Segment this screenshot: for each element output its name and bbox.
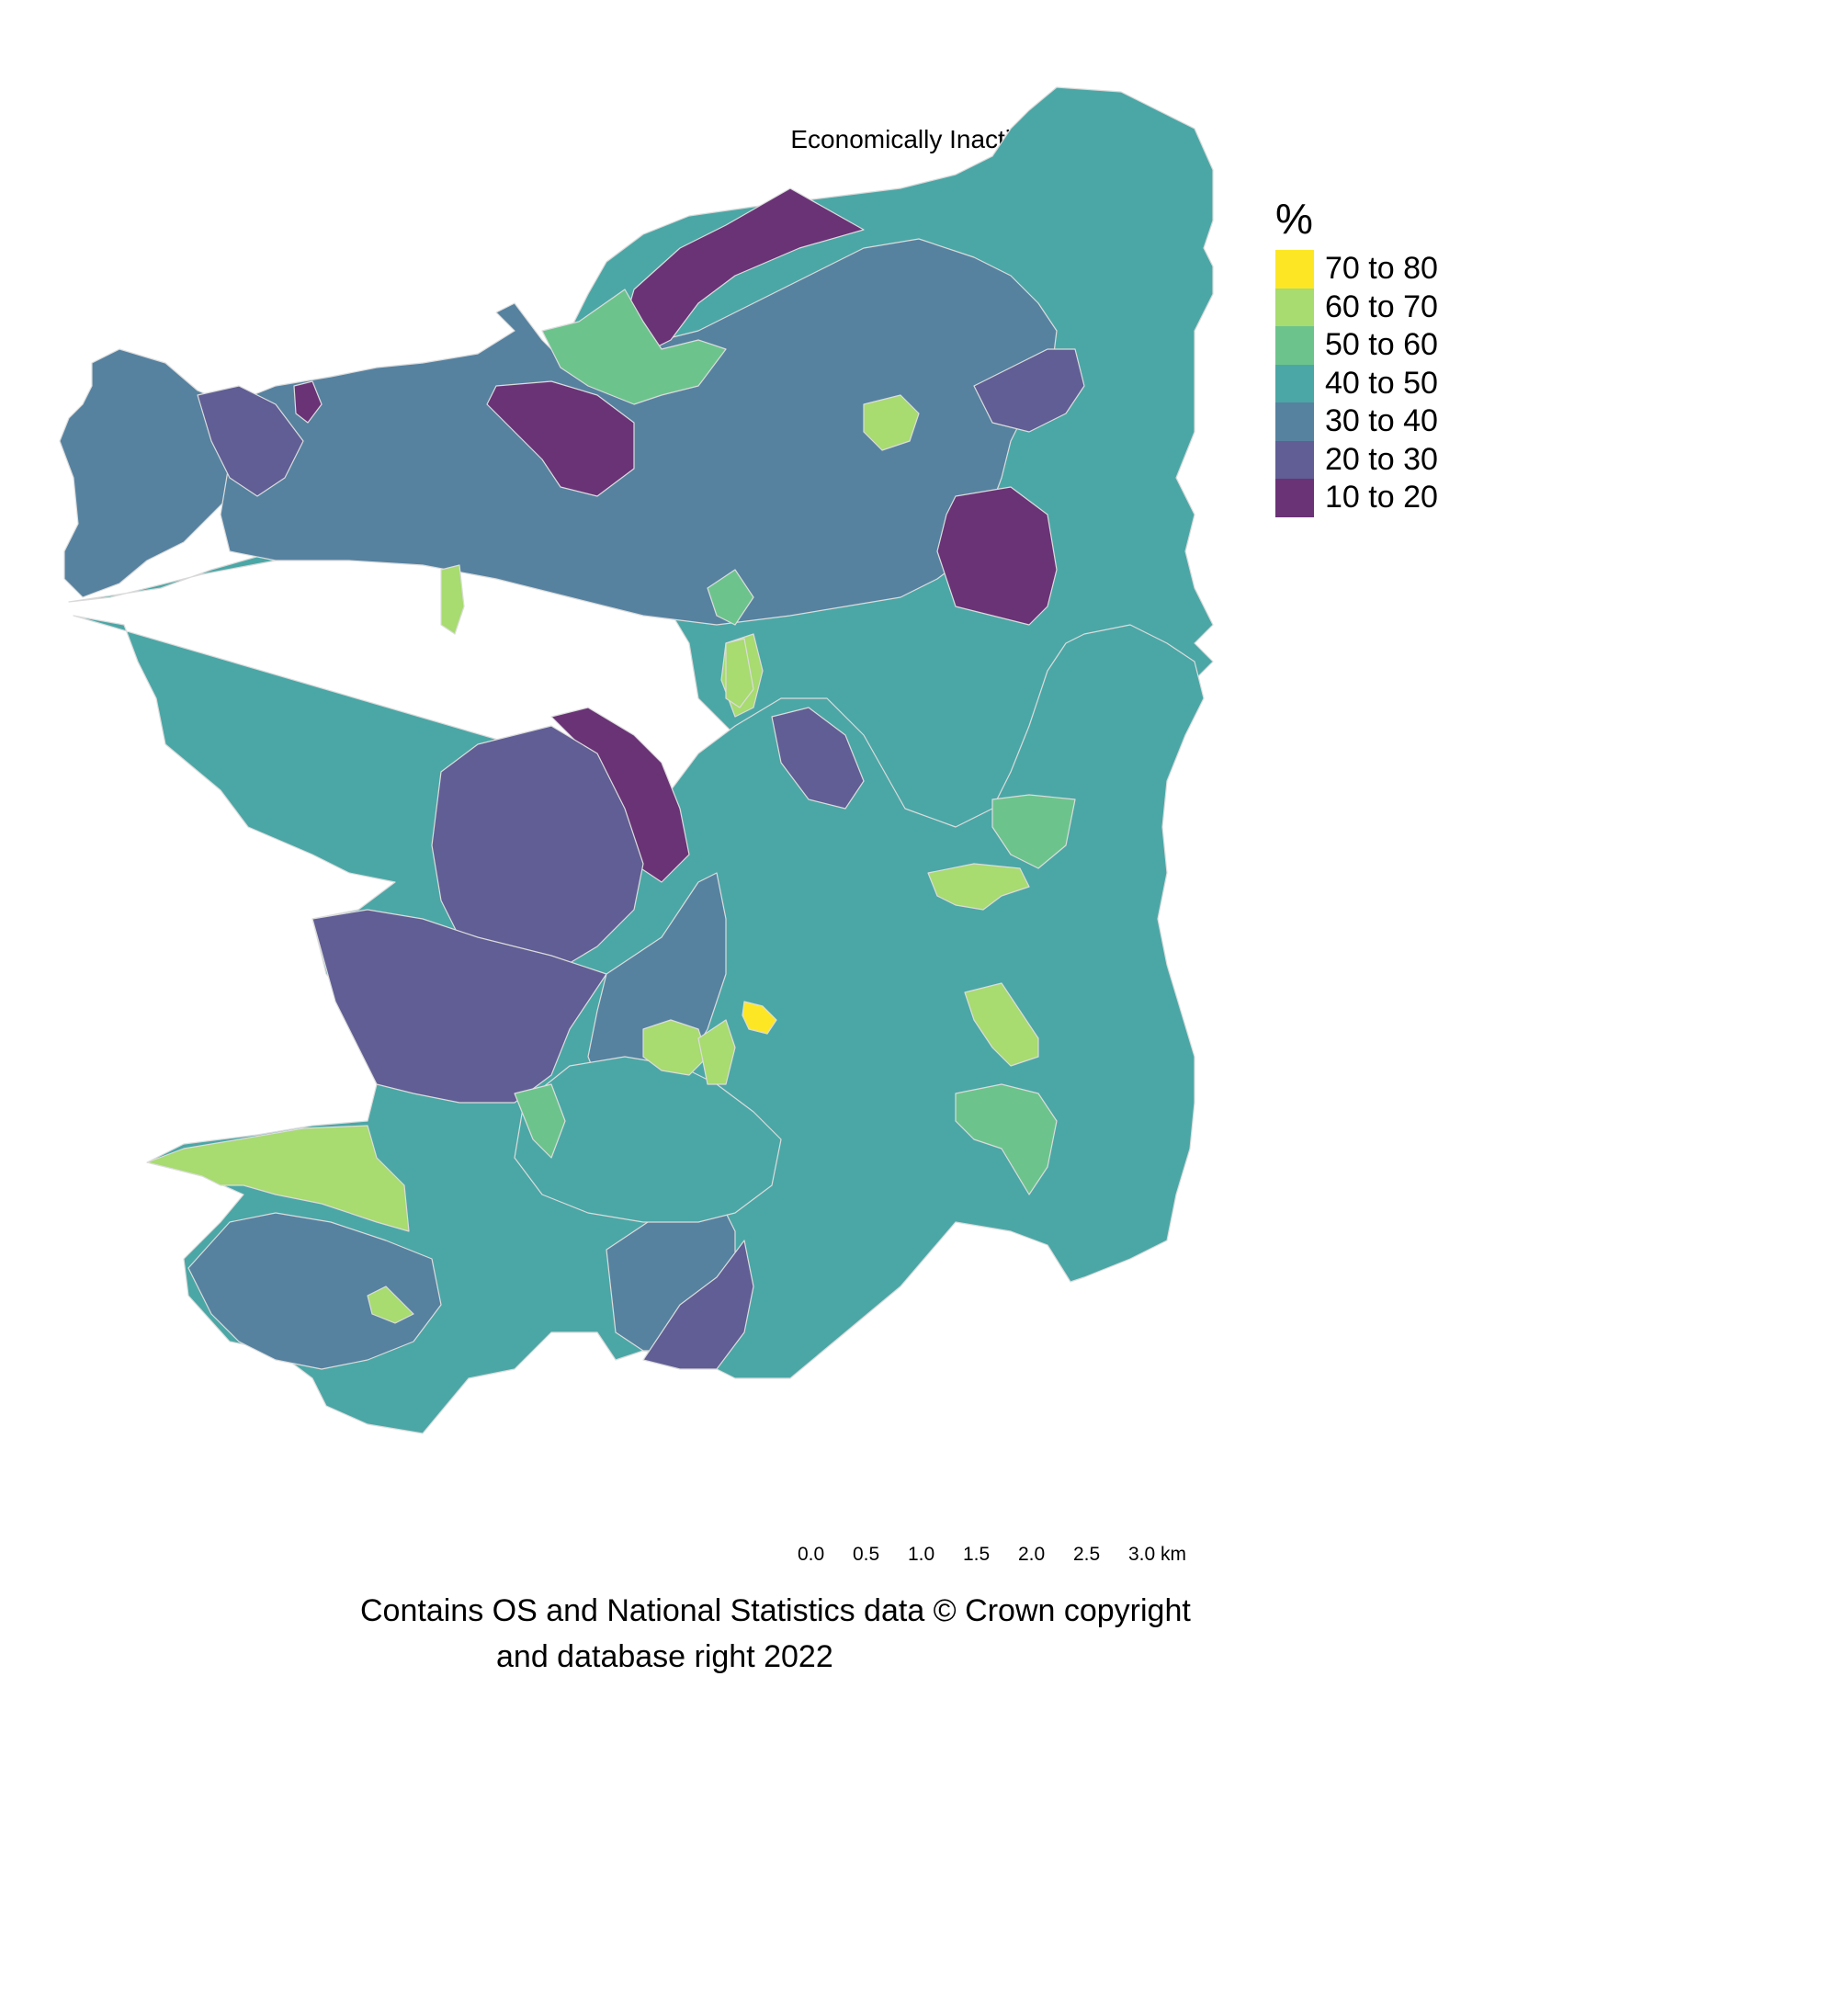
scale-bar-tick-label: 0.5 [853,1544,880,1565]
area-south-green[interactable] [367,1285,414,1324]
area-southwest-slate[interactable] [187,1212,442,1370]
area-central-green-2[interactable] [697,1019,736,1085]
area-west-purple[interactable] [431,725,644,975]
area-north-green[interactable] [541,289,727,405]
scale-bar-tick-label: 2.5 [1073,1544,1101,1565]
legend-item: 20 to 30 [1275,440,1438,479]
legend-swatch [1275,250,1314,289]
legend-item: 40 to 50 [1275,364,1438,402]
legend-title: % [1275,195,1313,243]
scale-bar-tick-label: 1.0 [908,1544,935,1565]
area-top-purple-2[interactable] [486,380,635,497]
area-southeast-green-2[interactable] [955,1083,1058,1195]
legend-label: 50 to 60 [1325,327,1438,363]
area-north-central[interactable] [220,238,1058,626]
scale-bar-tick-label: 1.5 [963,1544,991,1565]
legend-item: 30 to 40 [1275,402,1438,441]
area-east-purple[interactable] [936,486,1058,626]
area-south-purple[interactable] [642,1240,754,1370]
area-north-west[interactable] [59,348,240,598]
legend-swatch [1275,364,1314,402]
scale-bar-labels: 0.0 0.5 1.0 1.5 2.0 2.5 3.0 km [798,1544,1220,1571]
area-southwest-green[interactable] [146,1125,410,1232]
legend-swatch [1275,326,1314,365]
legend-swatch [1275,288,1314,326]
area-central-green[interactable] [642,1019,708,1076]
legend-item: 60 to 70 [1275,288,1438,326]
legend-label: 40 to 50 [1325,365,1438,401]
area-southeast-green[interactable] [964,982,1039,1067]
legend-swatch [1275,440,1314,479]
legend-swatch [1275,479,1314,517]
area-east-green-2[interactable] [991,794,1076,869]
credit: Contains OS and National Statistics data… [349,1588,1268,1680]
choropleth-map[interactable] [0,0,1846,1470]
area-center-green[interactable] [725,638,754,708]
area-south-green-2[interactable] [514,1083,566,1159]
credit-line-2: and database right 2022 [496,1639,833,1674]
area-central-mixed[interactable] [514,1056,782,1223]
area-yellow[interactable] [742,1001,777,1035]
legend-item: 10 to 20 [1275,479,1438,517]
legend-label: 30 to 40 [1325,403,1438,439]
area-mid-green-2[interactable] [707,569,754,626]
legend-item: 70 to 80 [1275,250,1438,289]
area-nw-purple[interactable] [197,385,304,497]
legend-swatch [1275,402,1314,441]
legend-items: 70 to 80 60 to 70 50 to 60 40 to 50 30 to 40… [1275,250,1438,517]
scale-bar-tick-label: 2.0 [1018,1544,1046,1565]
legend-label: 20 to 30 [1325,441,1438,477]
area-east-green[interactable] [927,863,1030,911]
legend-label: 70 to 80 [1325,251,1438,287]
area-west-green[interactable] [440,564,465,635]
legend-label: 10 to 20 [1325,480,1438,515]
scale-bar-tick-label: 3.0 km [1128,1544,1187,1565]
legend-item: 50 to 60 [1275,326,1438,365]
area-nw-purple-2[interactable] [293,380,323,424]
credit-line-1: Contains OS and National Statistics data… [360,1593,1191,1628]
area-mid-slate[interactable] [771,707,865,810]
area-southwest-purple[interactable] [311,909,607,1104]
area-north-green-2[interactable] [863,394,920,451]
legend: % 70 to 80 60 to 70 50 to 60 40 to 50 30 to … [1275,193,1438,517]
area-north-east-slate[interactable] [973,348,1085,433]
legend-label: 60 to 70 [1325,289,1438,324]
scale-bar-tick-label: 0.0 [798,1544,825,1565]
